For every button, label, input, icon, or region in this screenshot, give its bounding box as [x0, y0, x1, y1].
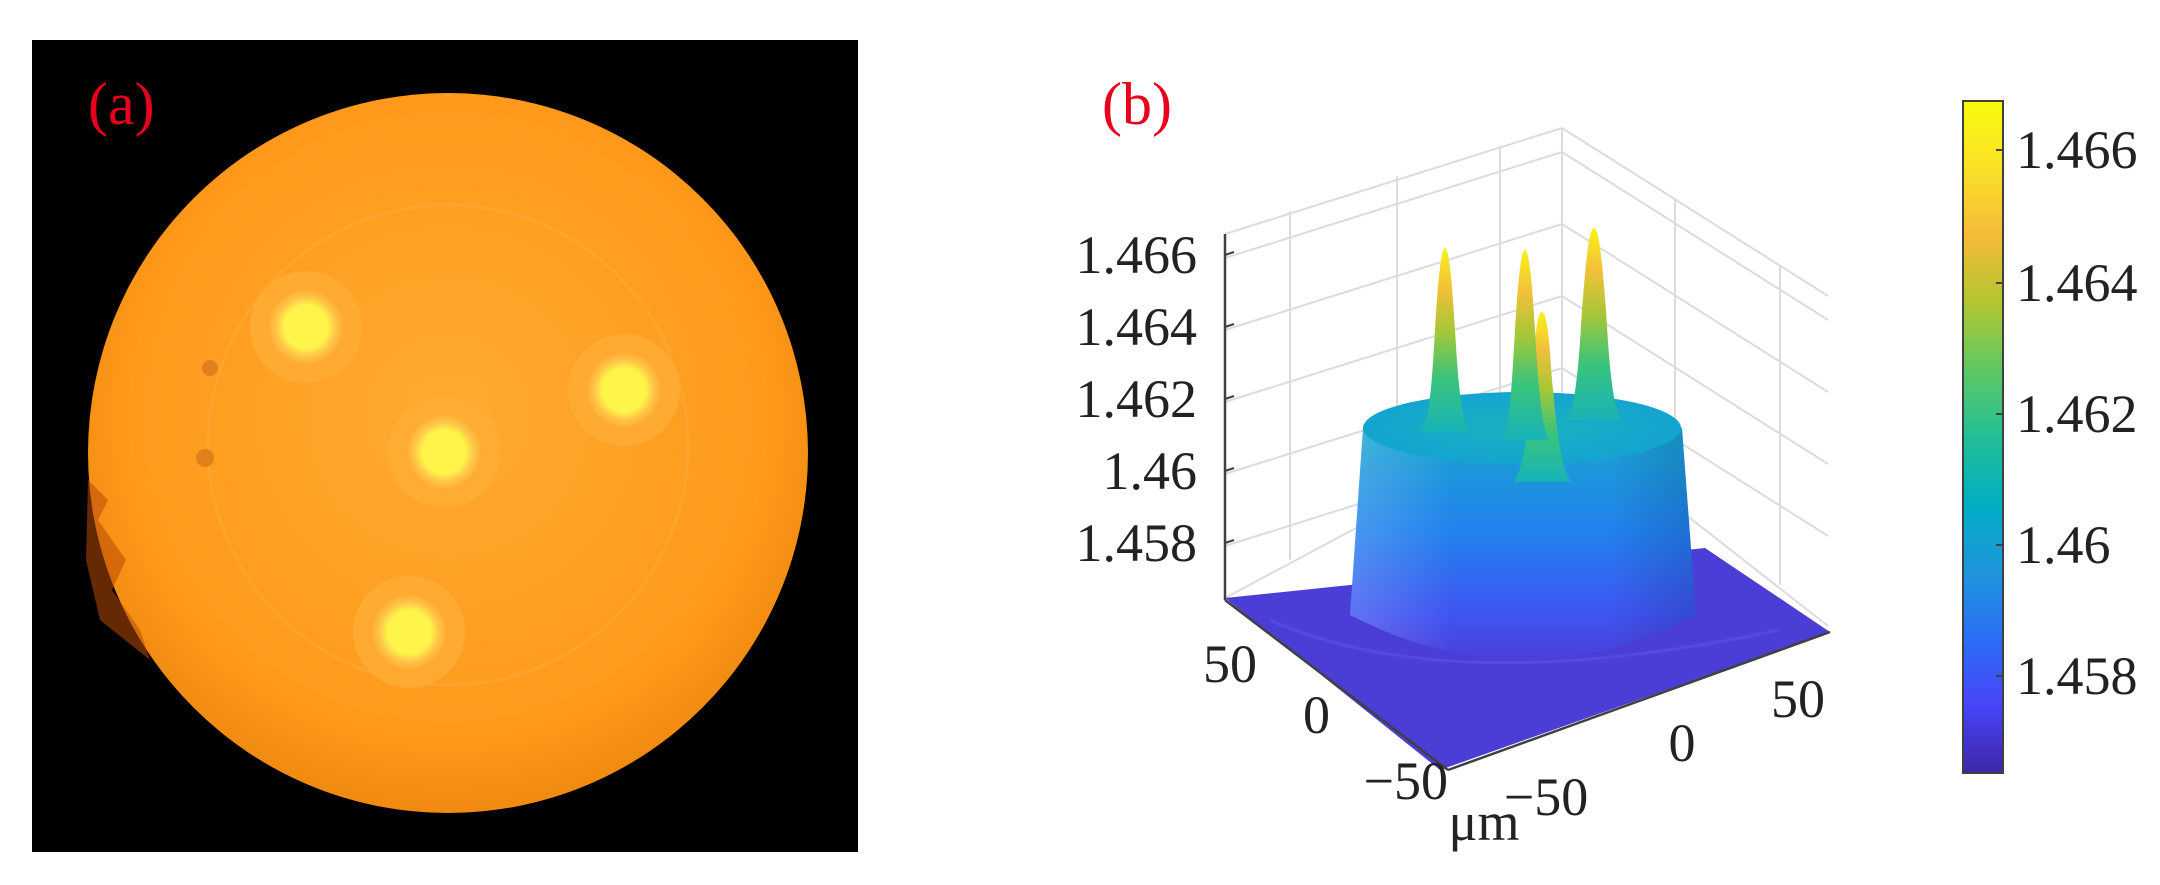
- core-spot: [250, 271, 362, 383]
- x-axis-label: μm: [1449, 792, 1520, 852]
- z-tick-label: 1.464: [1076, 297, 1198, 357]
- colorbar-tick-label: 1.464: [2016, 253, 2138, 313]
- panel-b-label: (b): [1102, 71, 1172, 137]
- x-tick-label: 0: [1669, 713, 1696, 773]
- panel-b: (b): [1076, 71, 1831, 852]
- panel-a: (a): [32, 40, 858, 852]
- dark-speck: [202, 360, 218, 376]
- z-tick-label: 1.46: [1103, 441, 1198, 501]
- dark-speck: [196, 449, 214, 467]
- core-peak: [1502, 250, 1549, 440]
- colorbar-tick-label: 1.458: [2016, 646, 2138, 706]
- y-tick-label: −50: [1364, 751, 1448, 811]
- core-spot: [568, 334, 680, 446]
- x-axis-line: [1224, 599, 1449, 771]
- y-axis-line: [1447, 630, 1831, 772]
- x-tick-label: 50: [1771, 669, 1825, 729]
- colorbar-ticks: [1996, 149, 2003, 677]
- x-tick-labels: −50 0 50: [1504, 669, 1825, 827]
- z-tick-label: 1.458: [1076, 513, 1198, 573]
- z-tick-label: 1.466: [1076, 225, 1198, 285]
- colorbar-tick-label: 1.46: [2016, 515, 2111, 575]
- colorbar-tick-label: 1.466: [2016, 120, 2138, 180]
- y-tick-labels: 50 0 −50: [1203, 634, 1448, 811]
- core-peak: [1420, 248, 1470, 432]
- edge-defect: [86, 480, 150, 660]
- surface-floor-ripple: [1269, 618, 1781, 665]
- z-tick-label: 1.462: [1076, 369, 1198, 429]
- colorbar-tick-labels: 1.458 1.46 1.462 1.464 1.466: [2016, 120, 2138, 706]
- z-tick-labels: 1.458 1.46 1.462 1.464 1.466: [1076, 225, 1198, 573]
- y-tick-label: 0: [1303, 685, 1330, 745]
- colorbar-tick-label: 1.462: [2016, 384, 2138, 444]
- core-spot: [388, 396, 500, 508]
- x-tick-label: −50: [1504, 767, 1588, 827]
- core-peak: [1566, 228, 1622, 420]
- cladding-wall-shade: [1350, 428, 1696, 660]
- panel-a-label: (a): [88, 71, 155, 137]
- cladding-ring: [206, 203, 690, 687]
- y-tick-label: 50: [1203, 634, 1257, 694]
- z-ticks: [1224, 251, 1235, 544]
- colorbar: 1.458 1.46 1.462 1.464 1.466: [1962, 100, 2138, 774]
- colorbar-gradient: [1962, 100, 2004, 774]
- core-spot: [353, 576, 465, 688]
